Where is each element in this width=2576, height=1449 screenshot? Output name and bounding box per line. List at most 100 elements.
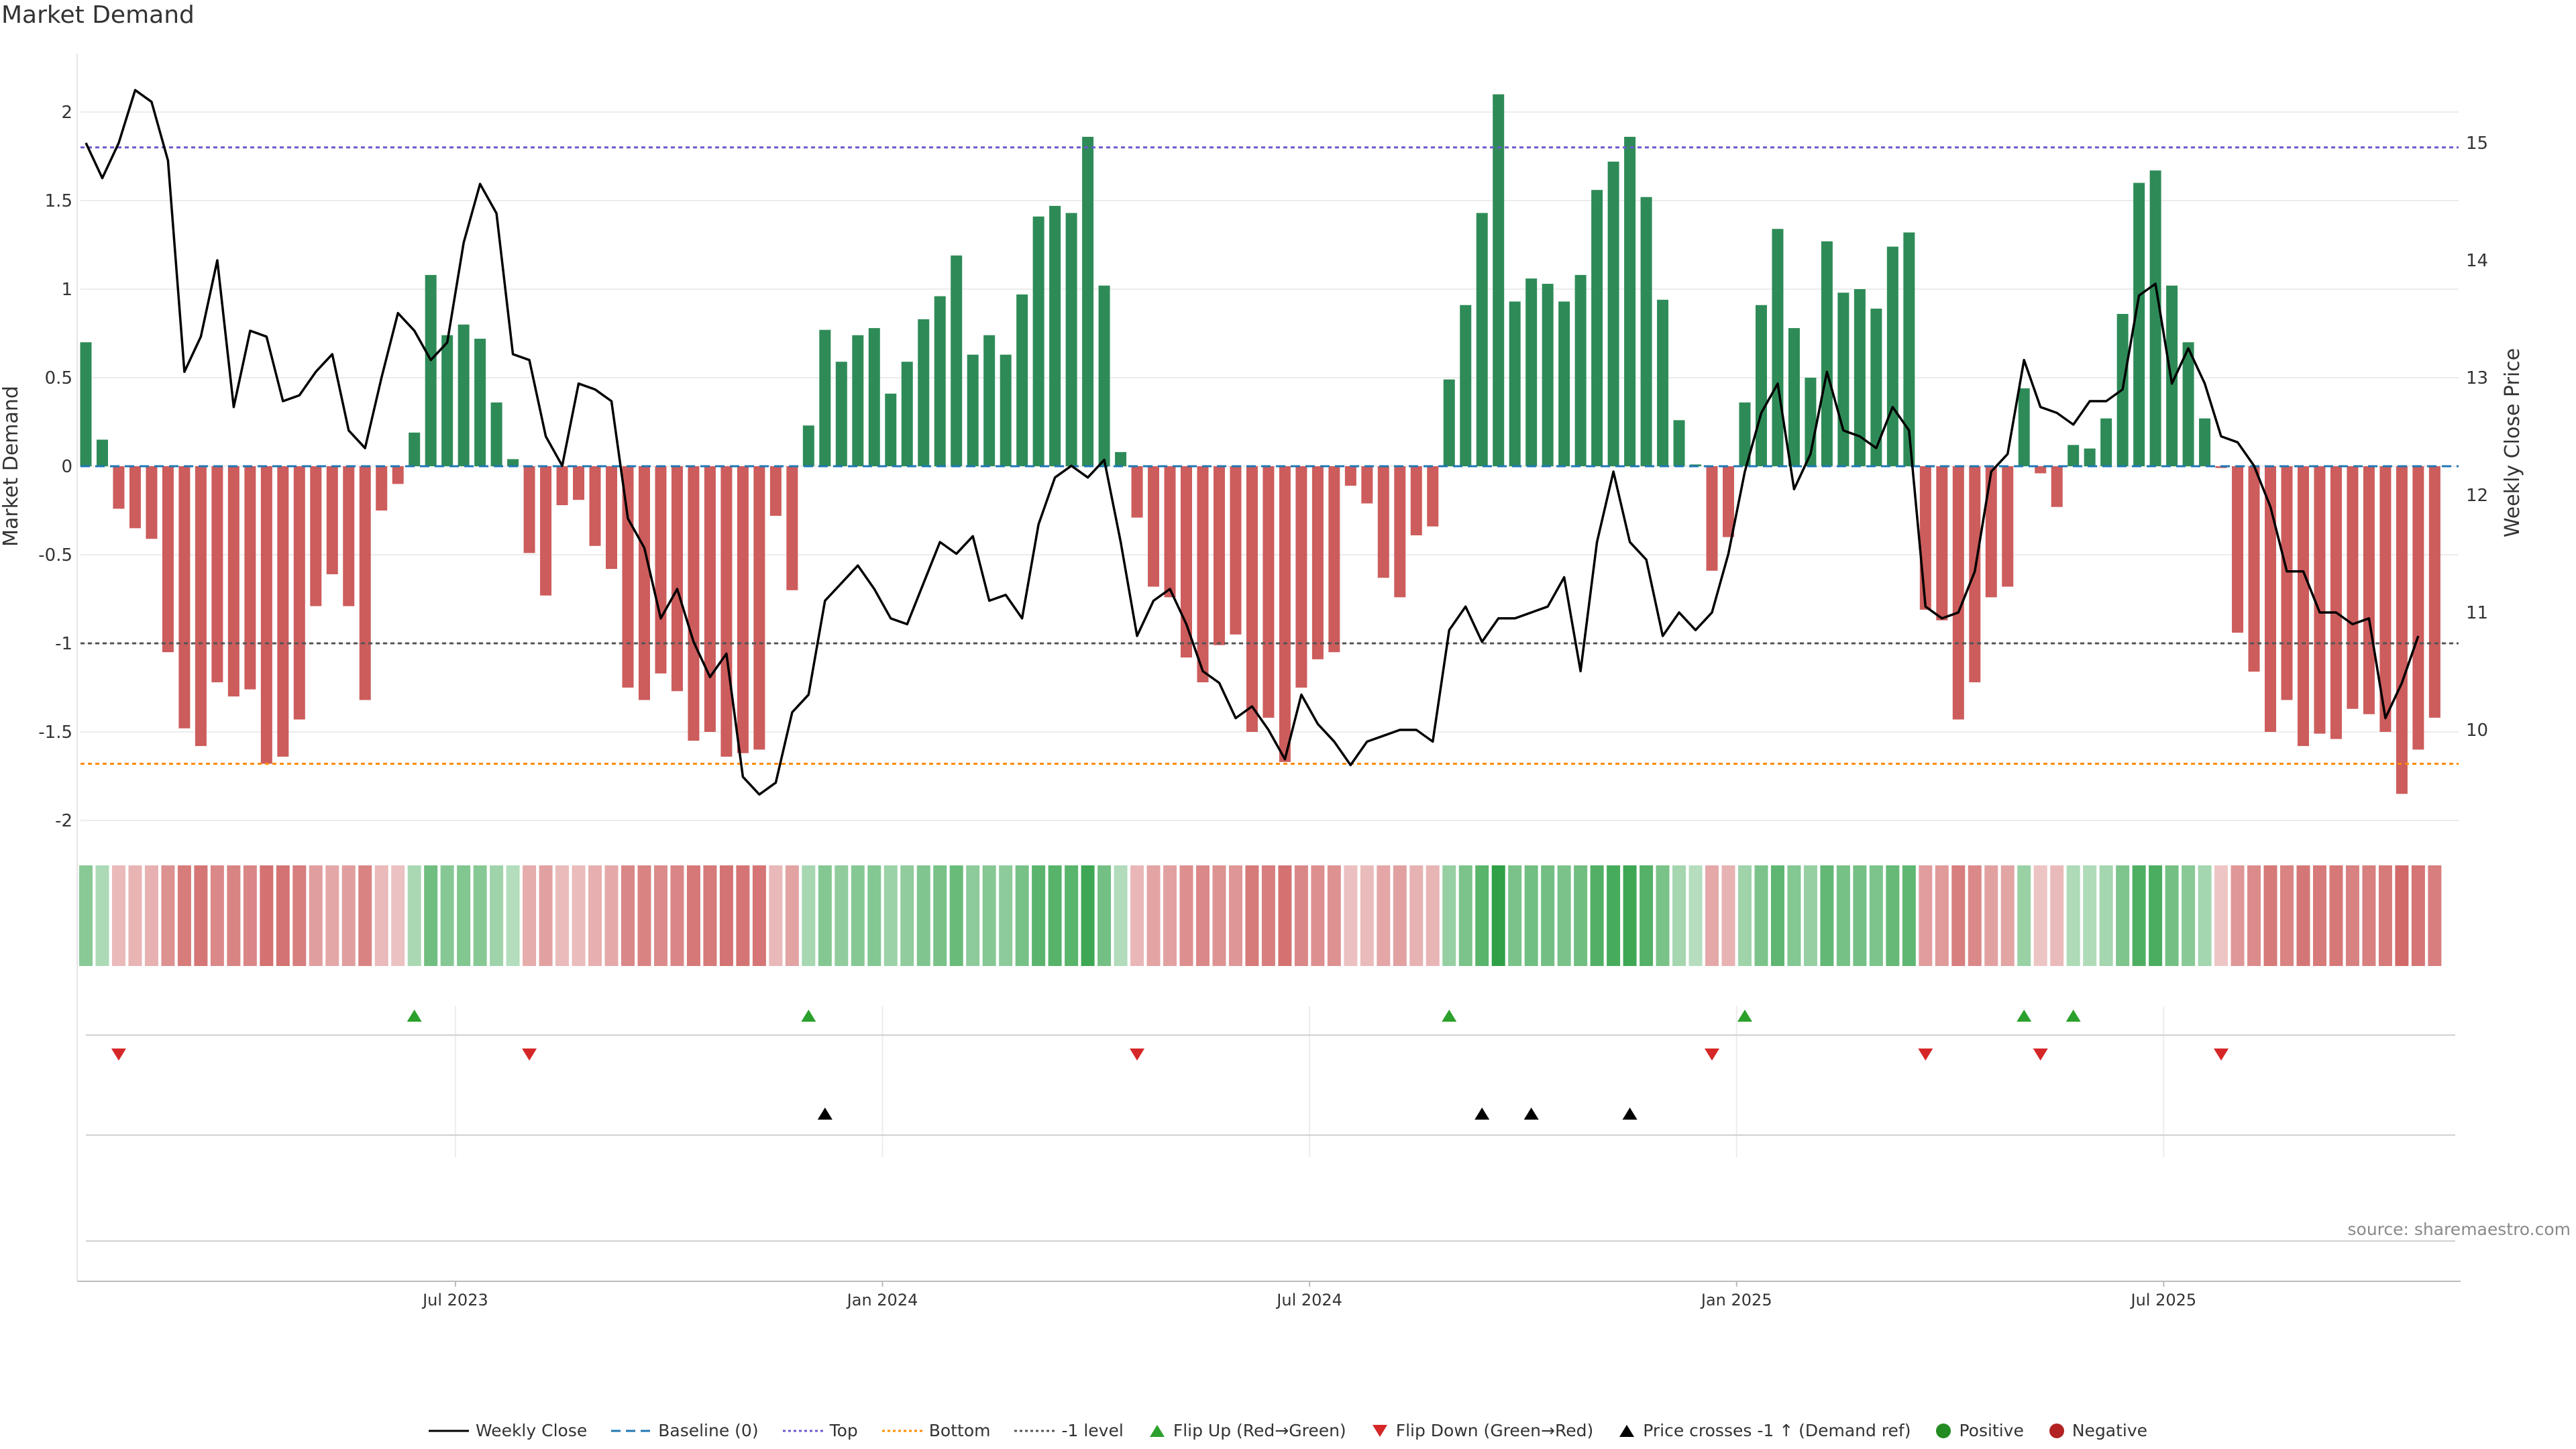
demand-bar	[951, 255, 963, 466]
heat-cell	[1212, 865, 1226, 966]
heat-cell	[1688, 865, 1703, 966]
heat-cell	[802, 865, 816, 966]
heat-cell	[1968, 865, 1982, 966]
heat-cell	[341, 865, 356, 966]
y-tick-label: 0.5	[45, 368, 72, 388]
heat-cell	[1836, 865, 1850, 966]
dashed-line-swatch-icon	[611, 1430, 652, 1432]
demand-bar	[1410, 466, 1422, 535]
heat-cell	[194, 865, 208, 966]
legend: Weekly Close Baseline (0) Top Bottom -1 …	[0, 1421, 2576, 1440]
weekly-close-line	[85, 89, 2420, 796]
heat-cell	[1065, 865, 1079, 966]
demand-bar	[1886, 246, 1898, 466]
legend-minus-one: -1 level	[1014, 1421, 1124, 1440]
demand-bar	[2084, 448, 2096, 466]
heat-cell	[539, 865, 553, 966]
price-cross-marker	[817, 1108, 833, 1120]
y-tick-label: -2	[55, 811, 72, 831]
demand-bar	[1952, 466, 1964, 720]
source-credit: source: sharemaestro.com	[2347, 1220, 2571, 1239]
demand-bar	[2379, 466, 2392, 732]
demand-bar	[376, 466, 388, 511]
heat-cell	[2198, 865, 2212, 966]
legend-label: -1 level	[1061, 1421, 1124, 1440]
heat-cell	[637, 865, 651, 966]
heat-cell	[1491, 865, 1505, 966]
heat-cell	[111, 865, 125, 966]
demand-bar	[1115, 451, 1127, 466]
heat-cell	[851, 865, 865, 966]
demand-bar	[178, 466, 191, 729]
demand-bar	[162, 466, 174, 653]
heat-cell	[2231, 865, 2245, 966]
demand-bar	[704, 466, 716, 732]
heat-cell	[2329, 865, 2343, 966]
demand-bar	[967, 354, 979, 466]
demand-bar	[802, 425, 814, 466]
price-cross-marker	[1523, 1108, 1539, 1120]
legend-negative: Negative	[2048, 1421, 2147, 1440]
heat-cell	[1656, 865, 1670, 966]
demand-bar	[1607, 161, 1619, 467]
demand-bar	[720, 466, 733, 757]
demand-bar	[1311, 466, 1324, 659]
x-tick-label: Jul 2024	[1275, 1291, 1342, 1309]
heat-cell	[2345, 865, 2359, 966]
heat-cell	[523, 865, 537, 966]
heat-cell	[1935, 865, 1949, 966]
demand-bar	[1657, 299, 1669, 466]
legend-top: Top	[782, 1421, 858, 1440]
demand-bar	[244, 466, 256, 690]
demand-bar	[1821, 241, 1833, 466]
heat-cell	[1574, 865, 1588, 966]
heat-cell	[2411, 865, 2425, 966]
flip-up-marker	[2017, 1010, 2032, 1022]
demand-bar	[1723, 466, 1734, 537]
demand-bar	[1706, 466, 1718, 571]
triangle-down-icon	[1372, 1424, 1387, 1437]
heat-cell	[407, 865, 421, 966]
heat-cell	[2116, 865, 2130, 966]
demand-bar	[2396, 466, 2408, 794]
heat-cell	[1640, 865, 1654, 966]
signal-markers	[111, 1010, 2229, 1120]
heat-cell	[1886, 865, 1900, 966]
y-tick-label: 2	[61, 103, 72, 123]
legend-weekly-close: Weekly Close	[428, 1421, 587, 1440]
demand-bar	[490, 402, 502, 466]
demand-bar	[2100, 418, 2112, 466]
heat-cell	[1393, 865, 1407, 966]
demand-bar	[540, 466, 552, 596]
demand-bar	[1131, 466, 1143, 518]
heat-cell	[95, 865, 109, 966]
demand-bar	[1016, 294, 1028, 466]
heat-cell	[588, 865, 602, 966]
price-line	[85, 89, 2420, 796]
demand-bar	[359, 466, 371, 700]
heat-cell	[604, 865, 619, 966]
demand-bar	[819, 329, 831, 466]
x-tick-label: Jul 2023	[421, 1291, 488, 1309]
heat-cell	[1048, 865, 1062, 966]
legend-label: Baseline (0)	[658, 1421, 759, 1440]
demand-bar	[1542, 284, 1554, 466]
flip-down-marker	[111, 1049, 126, 1061]
demand-bar	[1344, 466, 1356, 486]
demand-bar	[1443, 379, 1455, 466]
demand-bar	[1870, 309, 1882, 466]
heat-cell	[686, 865, 700, 966]
legend-label: Bottom	[928, 1421, 991, 1440]
demand-bar	[1328, 466, 1340, 653]
heat-cell	[177, 865, 191, 966]
legend-price-cross: Price crosses -1 ↑ (Demand ref)	[1617, 1421, 1911, 1440]
heat-cell	[900, 865, 914, 966]
demand-bar	[1854, 289, 1866, 466]
demand-bar	[2166, 285, 2178, 466]
demand-bar	[392, 466, 404, 484]
demand-bar	[277, 466, 289, 757]
heat-cell	[1130, 865, 1144, 966]
heat-cell	[769, 865, 783, 966]
demand-bar	[2232, 466, 2244, 633]
